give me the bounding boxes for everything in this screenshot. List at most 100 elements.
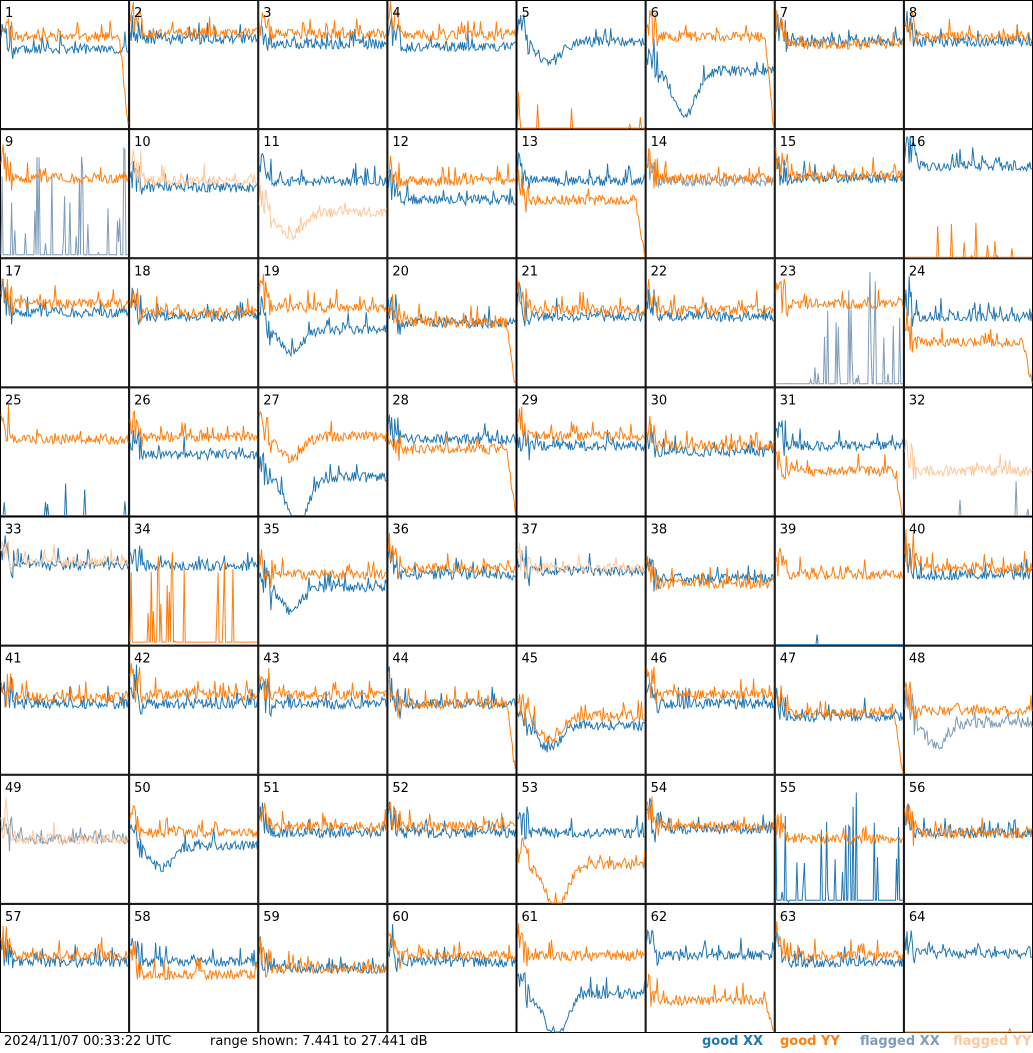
panel-label-27: 27 bbox=[263, 393, 280, 408]
panel-44: 44 bbox=[387, 645, 517, 775]
panel-frame bbox=[645, 129, 775, 259]
panel-8: 8 bbox=[903, 0, 1033, 130]
panel-label-37: 37 bbox=[522, 523, 539, 538]
series-yy-36 bbox=[387, 532, 516, 578]
panel-frame bbox=[0, 387, 130, 517]
panel-label-18: 18 bbox=[134, 264, 151, 279]
series-xx-26 bbox=[129, 429, 258, 462]
series-xx-50 bbox=[129, 824, 258, 872]
panel-45: 45 bbox=[516, 645, 646, 775]
panel-50: 50 bbox=[129, 774, 259, 904]
panel-label-38: 38 bbox=[651, 523, 668, 538]
series-yy-44 bbox=[388, 678, 516, 771]
panel-frame bbox=[387, 129, 517, 259]
panel-label-3: 3 bbox=[263, 6, 271, 21]
panel-frame bbox=[516, 903, 646, 1033]
panel-31: 31 bbox=[774, 387, 904, 517]
panel-label-54: 54 bbox=[651, 781, 668, 796]
panel-label-64: 64 bbox=[909, 910, 926, 925]
series-yy-64 bbox=[904, 1027, 1032, 1033]
panel-frame bbox=[645, 0, 775, 130]
panel-46: 46 bbox=[645, 645, 775, 775]
panel-27: 27 bbox=[258, 387, 388, 517]
panel-label-59: 59 bbox=[263, 910, 280, 925]
series-xx-12 bbox=[387, 169, 516, 207]
series-yy-34 bbox=[129, 552, 258, 644]
panel-frame bbox=[516, 258, 646, 388]
panel-frame bbox=[258, 645, 388, 775]
panel-frame bbox=[903, 258, 1033, 388]
range-label: range shown: 7.441 to 27.441 dB bbox=[210, 1034, 428, 1049]
series-yy-29 bbox=[517, 406, 645, 444]
panel-label-13: 13 bbox=[522, 135, 539, 150]
panel-frame bbox=[645, 903, 775, 1033]
series-xx-42 bbox=[129, 664, 258, 715]
series-xx-16 bbox=[904, 136, 1033, 173]
series-xx-23 bbox=[775, 271, 903, 385]
series-yy-48 bbox=[904, 681, 1033, 720]
panel-label-6: 6 bbox=[651, 6, 659, 21]
panel-32: 32 bbox=[903, 387, 1033, 517]
panel-label-44: 44 bbox=[392, 652, 409, 667]
series-xx-30 bbox=[646, 423, 775, 458]
series-xx-25 bbox=[1, 483, 129, 516]
panel-frame bbox=[774, 387, 904, 517]
panel-label-20: 20 bbox=[392, 264, 409, 279]
panel-frame bbox=[387, 645, 517, 775]
series-yy-19 bbox=[258, 274, 387, 316]
panel-23: 23 bbox=[774, 258, 904, 388]
panel-18: 18 bbox=[129, 258, 259, 388]
series-yy-61 bbox=[517, 923, 645, 967]
panel-label-29: 29 bbox=[522, 393, 539, 408]
series-yy-1 bbox=[0, 18, 129, 125]
series-xx-47 bbox=[775, 687, 904, 724]
panel-frame bbox=[387, 0, 517, 130]
panel-frame bbox=[387, 774, 517, 904]
panel-label-42: 42 bbox=[134, 652, 151, 667]
series-yy-15 bbox=[775, 147, 904, 183]
legend-flagged-yy: flagged YY bbox=[953, 1034, 1032, 1049]
panel-label-63: 63 bbox=[780, 910, 797, 925]
series-xx-62 bbox=[646, 928, 775, 966]
panel-63: 63 bbox=[774, 903, 904, 1033]
series-yy-20 bbox=[387, 294, 516, 384]
panel-20: 20 bbox=[387, 258, 517, 388]
panel-label-62: 62 bbox=[651, 910, 668, 925]
panel-label-23: 23 bbox=[780, 264, 797, 279]
panel-frame bbox=[0, 516, 130, 646]
series-xx-3 bbox=[258, 24, 387, 51]
series-yy-43 bbox=[258, 668, 387, 702]
panel-15: 15 bbox=[774, 129, 904, 259]
panel-61: 61 bbox=[516, 903, 646, 1033]
panel-60: 60 bbox=[387, 903, 517, 1033]
panel-frame bbox=[0, 0, 130, 130]
series-yy-7 bbox=[775, 9, 904, 51]
series-yy-17 bbox=[0, 278, 129, 316]
panel-47: 47 bbox=[774, 645, 904, 775]
series-xx-11 bbox=[258, 152, 387, 188]
series-yy-45 bbox=[517, 693, 645, 745]
series-xx-43 bbox=[258, 678, 387, 718]
panel-frame bbox=[129, 774, 259, 904]
panel-frame bbox=[774, 129, 904, 259]
series-xx-48 bbox=[904, 689, 1033, 750]
panel-label-8: 8 bbox=[909, 6, 917, 21]
panel-9: 9 bbox=[0, 129, 130, 259]
series-yy-32 bbox=[904, 438, 1033, 480]
panel-30: 30 bbox=[645, 387, 775, 517]
panel-label-49: 49 bbox=[5, 781, 22, 796]
panel-6: 6 bbox=[645, 0, 775, 130]
series-xx-36 bbox=[387, 544, 516, 581]
series-yy-40 bbox=[904, 529, 1033, 575]
series-yy-54 bbox=[646, 796, 775, 836]
panel-36: 36 bbox=[387, 516, 517, 646]
series-xx-53 bbox=[517, 806, 645, 840]
panel-52: 52 bbox=[387, 774, 517, 904]
series-xx-29 bbox=[517, 429, 646, 461]
panel-22: 22 bbox=[645, 258, 775, 388]
series-yy-60 bbox=[387, 931, 516, 969]
panel-1: 1 bbox=[0, 0, 130, 130]
panel-label-58: 58 bbox=[134, 910, 151, 925]
series-yy-62 bbox=[646, 972, 775, 1033]
